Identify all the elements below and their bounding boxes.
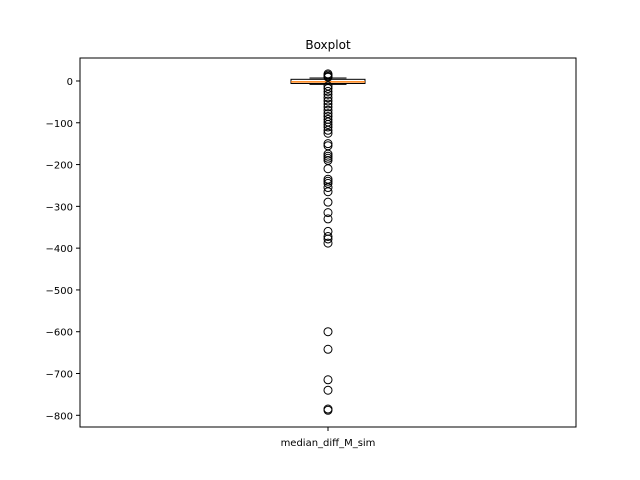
outlier-point: [323, 231, 333, 241]
outlier-point: [323, 375, 333, 385]
y-tick-label: −300: [46, 202, 73, 213]
outlier-point: [323, 385, 333, 395]
y-tick-label: −200: [46, 161, 73, 172]
outlier-point: [323, 327, 333, 337]
outlier-point: [323, 234, 333, 244]
outlier-point: [323, 128, 333, 138]
outlier-point: [323, 405, 333, 415]
outlier-point: [323, 238, 333, 248]
outlier-point: [323, 214, 333, 224]
outlier-point: [323, 187, 333, 197]
outlier-point: [323, 122, 333, 132]
outlier-point: [323, 141, 333, 151]
y-tick-label: −500: [46, 286, 73, 297]
outlier-point: [323, 119, 333, 129]
y-axis: 0 −100 −200 −300 −400 −500 −600 −700 −800: [46, 77, 80, 422]
outlier-point: [323, 99, 333, 109]
y-tick-label: −800: [46, 411, 73, 422]
chart-title: Boxplot: [305, 38, 351, 52]
outlier-point: [323, 89, 333, 99]
x-tick-label: median_diff_M_sim: [281, 438, 376, 449]
outlier-point: [323, 86, 333, 96]
y-tick-label: −100: [46, 119, 73, 130]
outlier-point: [323, 164, 333, 174]
outlier-point: [323, 93, 333, 103]
outlier-point: [323, 344, 333, 354]
outlier-point: [323, 151, 333, 161]
y-tick-label: −700: [46, 370, 73, 381]
outlier-point: [323, 149, 333, 159]
outlier-point: [323, 183, 333, 193]
y-tick-label: −400: [46, 244, 73, 255]
outlier-point: [323, 197, 333, 207]
plot-area: [290, 69, 366, 415]
y-tick-label: −600: [46, 328, 73, 339]
outlier-point: [323, 96, 333, 106]
outlier-point: [323, 72, 333, 82]
y-tick-label: 0: [67, 77, 73, 88]
outlier-point: [323, 125, 333, 135]
outlier-point: [323, 176, 333, 186]
outlier-point: [323, 139, 333, 149]
x-axis: median_diff_M_sim: [281, 427, 376, 449]
outlier-point: [323, 153, 333, 163]
outlier-point: [323, 105, 333, 115]
outlier-point: [323, 84, 333, 94]
outlier-point: [323, 102, 333, 112]
outlier-point: [323, 208, 333, 218]
